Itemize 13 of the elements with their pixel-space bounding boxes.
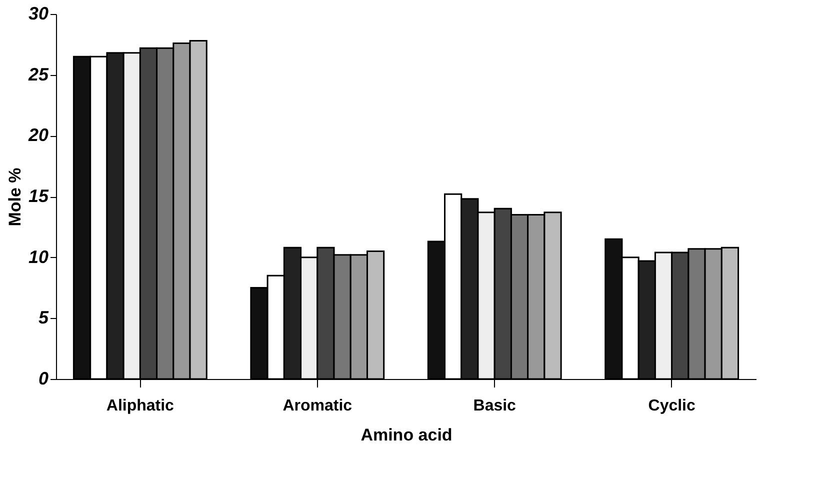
y-tick-label: 5	[38, 308, 50, 328]
y-tick-label: 30	[28, 4, 48, 24]
x-tick-label: Aliphatic	[106, 398, 174, 414]
x-tick-label: Aromatic	[282, 398, 352, 414]
y-tick-label: 25	[27, 64, 50, 84]
y-tick-label: 15	[28, 186, 50, 206]
y-tick-label: 20	[27, 125, 48, 146]
y-tick-label: 0	[38, 368, 48, 388]
y-axis-title: Mole %	[5, 168, 24, 226]
x-tick-label: Cyclic	[648, 398, 696, 414]
x-tick-label: Basic	[473, 398, 516, 414]
x-axis-title: Amino acid	[360, 426, 452, 444]
y-tick-label: 10	[28, 246, 48, 267]
